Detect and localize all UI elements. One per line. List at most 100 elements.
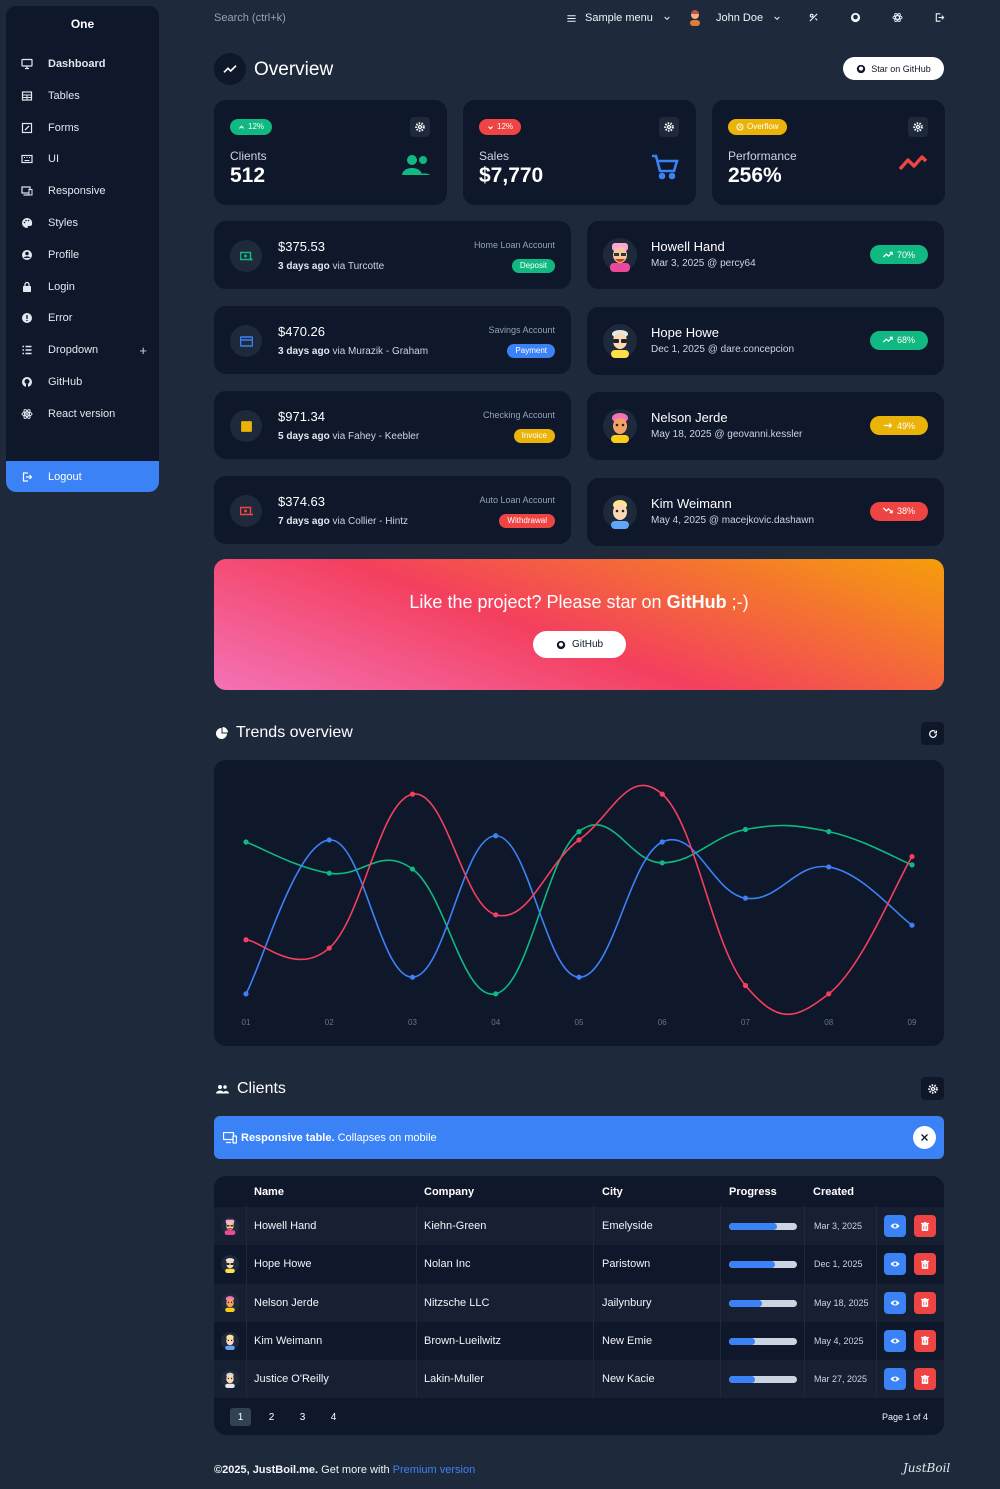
stat-badge-text: 12%: [497, 122, 514, 131]
stat-settings-button[interactable]: [908, 117, 928, 137]
data-point[interactable]: [742, 826, 749, 833]
data-point[interactable]: [243, 937, 249, 943]
transaction-card[interactable]: $375.53 3 days ago via Turcotte Home Loa…: [214, 221, 571, 289]
logout-button[interactable]: Logout: [6, 461, 159, 492]
data-point[interactable]: [243, 839, 249, 845]
table-row[interactable]: Hope Howe Nolan Inc Paristown Dec 1, 202…: [214, 1245, 944, 1283]
search-input[interactable]: Search (ctrl+k): [214, 12, 286, 24]
react-link[interactable]: [892, 12, 903, 23]
data-point[interactable]: [576, 974, 582, 980]
stat-settings-button[interactable]: [659, 117, 679, 137]
star-on-github-button[interactable]: Star on GitHub: [843, 57, 944, 80]
sidebar-item-dropdown[interactable]: Dropdown +: [6, 335, 159, 365]
banner-text-suffix: ;-): [726, 592, 749, 612]
sidebar-item-tables[interactable]: Tables: [6, 81, 159, 111]
col-progress[interactable]: Progress: [729, 1186, 777, 1198]
premium-version-link[interactable]: Premium version: [392, 1464, 476, 1476]
delete-button[interactable]: [914, 1215, 936, 1237]
col-company[interactable]: Company: [424, 1186, 475, 1198]
client-card[interactable]: Hope Howe Dec 1, 2025 @ dare.concepcion …: [587, 306, 944, 375]
data-point[interactable]: [659, 791, 665, 797]
sidebar-item-profile[interactable]: Profile: [6, 240, 159, 270]
view-button[interactable]: [884, 1253, 906, 1276]
data-point[interactable]: [909, 853, 915, 860]
sidebar-item-label: Tables: [48, 89, 80, 102]
delete-button[interactable]: [914, 1329, 936, 1352]
menu-icon: [567, 14, 576, 22]
transaction-card[interactable]: $470.26 3 days ago via Murazik - Graham …: [214, 306, 571, 374]
progress-fill: [729, 1299, 763, 1307]
delete-button[interactable]: [914, 1291, 936, 1314]
sample-menu[interactable]: Sample menu: [566, 12, 671, 24]
sidebar-item-login[interactable]: Login: [6, 272, 159, 302]
page-2-button[interactable]: 2: [268, 1411, 275, 1423]
sidebar-item-responsive[interactable]: Responsive: [6, 176, 159, 206]
data-point[interactable]: [326, 837, 332, 843]
stat-badge: 12%: [230, 119, 273, 135]
table-row[interactable]: Nelson Jerde Nitzsche LLC Jailynbury May…: [214, 1283, 944, 1322]
delete-button[interactable]: [914, 1253, 936, 1276]
sidebar-item-error[interactable]: Error: [6, 303, 159, 333]
transaction-card[interactable]: $971.34 5 days ago via Fahey - Keebler C…: [214, 391, 571, 459]
trend-badge-text: 70%: [896, 249, 915, 260]
data-point[interactable]: [493, 991, 499, 997]
data-point[interactable]: [326, 870, 332, 876]
data-point[interactable]: [243, 991, 249, 997]
github-link[interactable]: [850, 12, 861, 23]
logout-top-button[interactable]: [934, 12, 945, 23]
data-point[interactable]: [576, 829, 582, 835]
refresh-button[interactable]: [921, 722, 944, 745]
view-button[interactable]: [884, 1329, 906, 1352]
data-point[interactable]: [493, 833, 499, 839]
client-card[interactable]: Kim Weimann May 4, 2025 @ macejkovic.das…: [587, 477, 944, 546]
data-point[interactable]: [909, 922, 915, 928]
data-point[interactable]: [409, 974, 416, 980]
banner-github-label: GitHub: [571, 639, 604, 650]
data-point[interactable]: [409, 791, 416, 797]
sidebar-item-github[interactable]: GitHub: [6, 367, 159, 397]
data-point[interactable]: [659, 860, 665, 866]
view-button[interactable]: [884, 1368, 906, 1391]
data-point[interactable]: [659, 839, 665, 845]
data-point[interactable]: [576, 837, 582, 843]
clients-settings-button[interactable]: [921, 1077, 944, 1100]
dismiss-notice-button[interactable]: [913, 1126, 936, 1149]
col-city[interactable]: City: [602, 1186, 623, 1198]
client-card[interactable]: Howell Hand Mar 3, 2025 @ percy64 70%: [587, 221, 944, 289]
client-card[interactable]: Nelson Jerde May 18, 2025 @ geovanni.kes…: [587, 392, 944, 460]
data-point[interactable]: [826, 864, 832, 870]
page-4-button[interactable]: 4: [330, 1411, 337, 1423]
table-row[interactable]: Kim Weimann Brown-Lueilwitz New Emie May…: [214, 1322, 944, 1360]
table-row[interactable]: Howell Hand Kiehn-Green Emelyside Mar 3,…: [214, 1207, 944, 1245]
data-point[interactable]: [826, 991, 832, 997]
col-name[interactable]: Name: [254, 1186, 284, 1198]
page-1-button[interactable]: 1: [230, 1408, 251, 1426]
avatar: [221, 1331, 239, 1350]
eye-icon: [890, 1261, 900, 1267]
sidebar-item-ui[interactable]: UI: [6, 144, 159, 174]
sidebar-item-forms[interactable]: Forms: [6, 113, 159, 143]
sidebar-item-styles[interactable]: Styles: [6, 208, 159, 238]
data-point[interactable]: [493, 912, 499, 918]
view-button[interactable]: [884, 1291, 906, 1314]
stat-settings-button[interactable]: [410, 117, 430, 137]
page-3-button[interactable]: 3: [299, 1411, 306, 1423]
col-created[interactable]: Created: [813, 1186, 854, 1198]
sidebar-item-dashboard[interactable]: Dashboard: [6, 49, 159, 79]
data-point[interactable]: [409, 866, 416, 872]
sidebar-item-react-version[interactable]: React version: [6, 399, 159, 429]
transaction-card[interactable]: $374.63 7 days ago via Collier - Hintz A…: [214, 476, 571, 544]
view-button[interactable]: [884, 1215, 906, 1237]
sidebar-item-label: React version: [48, 407, 116, 420]
data-point[interactable]: [826, 829, 832, 835]
transaction-amount: $374.63: [278, 494, 325, 509]
data-point[interactable]: [742, 895, 749, 901]
user-menu[interactable]: John Doe: [688, 10, 781, 26]
data-point[interactable]: [742, 982, 749, 989]
table-row[interactable]: Justice O'Reilly Lakin-Muller New Kacie …: [214, 1360, 944, 1399]
data-point[interactable]: [909, 862, 915, 868]
data-point[interactable]: [326, 945, 332, 951]
theme-toggle-button[interactable]: [808, 12, 819, 23]
banner-github-button[interactable]: GitHub: [533, 631, 626, 658]
delete-button[interactable]: [914, 1368, 936, 1391]
